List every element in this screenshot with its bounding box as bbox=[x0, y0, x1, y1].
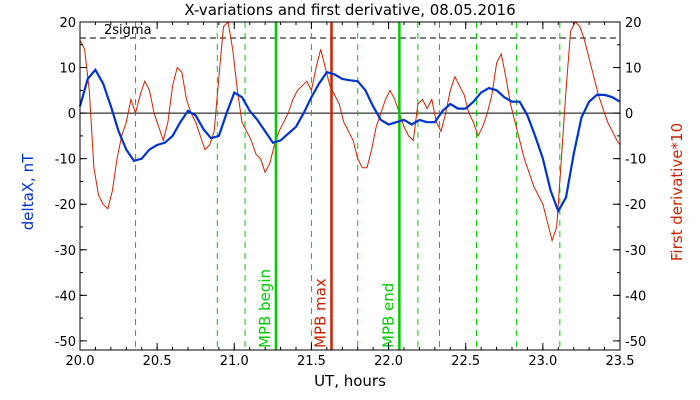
x-tick-label: 20.0 bbox=[66, 354, 95, 369]
x-tick-label: 20.5 bbox=[143, 354, 172, 369]
y-axis-label-right: First derivative*10 bbox=[668, 123, 686, 261]
x-tick-label: 21.0 bbox=[220, 354, 249, 369]
mpb-marker-label: MPB begin bbox=[256, 269, 274, 348]
y-tick-label-right: -20 bbox=[625, 198, 646, 213]
y-tick-label-right: -50 bbox=[625, 335, 646, 350]
y-tick-label-right: -30 bbox=[625, 244, 646, 259]
derivative-line bbox=[79, 20, 621, 243]
threshold-label: 2sigma bbox=[104, 23, 152, 38]
plot-border bbox=[79, 21, 621, 351]
deltax-series bbox=[78, 67, 621, 214]
y-tick-label-right: -40 bbox=[625, 289, 646, 304]
y-tick-label-left: -50 bbox=[55, 335, 76, 350]
x-tick-label: 21.5 bbox=[297, 354, 326, 369]
plot-frame bbox=[79, 21, 621, 351]
axis-ticks: 20.0 20.5 21.0 21.5 22.0 22.5 23.0 23.5 20 10 0 -10… bbox=[55, 16, 646, 369]
x-tick-label: 22.5 bbox=[451, 354, 480, 369]
mpb-marker-label: MPB end bbox=[379, 283, 397, 348]
y-tick-label-right: 0 bbox=[625, 107, 633, 122]
y-tick-label-left: 10 bbox=[59, 62, 76, 77]
chart-title: X-variations and first derivative, 08.05… bbox=[184, 1, 515, 19]
x-tick-label: 22.0 bbox=[374, 354, 403, 369]
reference-lines bbox=[80, 22, 620, 350]
y-tick-label-right: -10 bbox=[625, 153, 646, 168]
y-tick-label-left: 20 bbox=[59, 16, 76, 31]
mpb-markers: MPB begin MPB max MPB end bbox=[256, 22, 401, 350]
y-axis-label-left: deltaX, nT bbox=[19, 153, 37, 230]
deltax-line bbox=[78, 67, 621, 214]
derivative-series bbox=[79, 20, 621, 243]
x-axis-label: UT, hours bbox=[314, 372, 386, 390]
y-tick-label-right: 20 bbox=[625, 16, 642, 31]
y-tick-label-right: 10 bbox=[625, 62, 642, 77]
y-tick-label-left: -10 bbox=[55, 153, 76, 168]
y-tick-label-left: -30 bbox=[55, 244, 76, 259]
y-tick-label-left: -40 bbox=[55, 289, 76, 304]
x-tick-label: 23.0 bbox=[528, 354, 557, 369]
y-tick-label-left: 0 bbox=[68, 107, 76, 122]
x-tick-label: 23.5 bbox=[606, 354, 635, 369]
y-tick-label-left: -20 bbox=[55, 198, 76, 213]
mpb-marker-label: MPB max bbox=[311, 278, 329, 348]
